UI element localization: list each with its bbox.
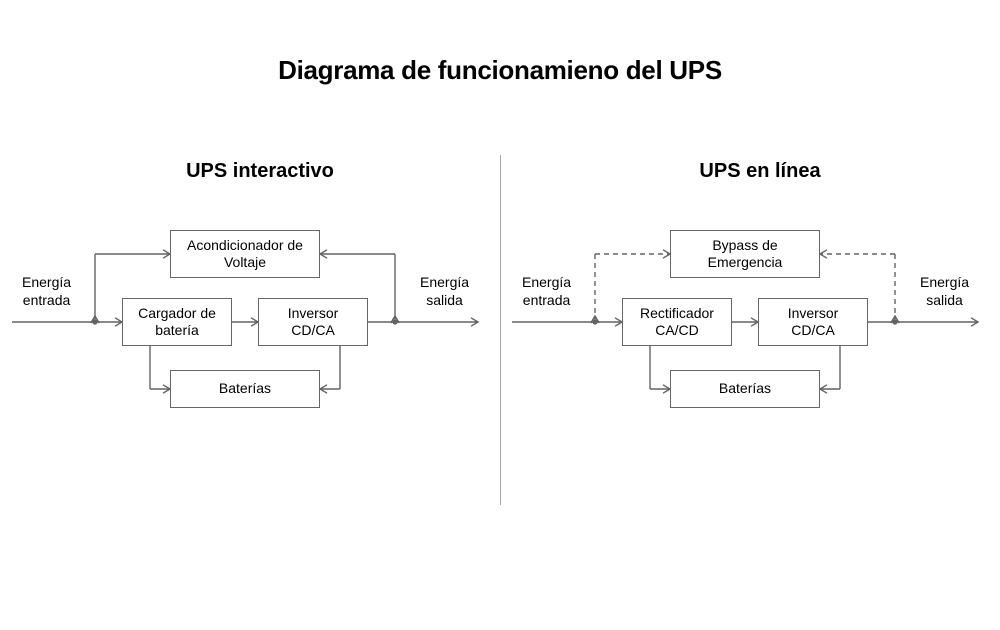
node-bottom: Baterías [170,370,320,408]
energy-in-label: Energía entrada [522,273,571,309]
diagram-left: Energía entrada Energía salida Acondiciona… [10,200,490,500]
subtitle-right: UPS en línea [660,160,860,183]
node-top: Acondicionador de Voltaje [170,230,320,278]
node-mid-left: Cargador de batería [122,298,232,346]
vertical-divider [500,155,501,505]
node-mid-right: Inversor CD/CA [258,298,368,346]
diagram-right: Energía entrada Energía salida Bypass de E… [510,200,990,500]
node-mid-right: Inversor CD/CA [758,298,868,346]
node-bottom: Baterías [670,370,820,408]
node-top: Bypass de Emergencia [670,230,820,278]
energy-out-label: Energía salida [420,273,469,309]
energy-out-label: Energía salida [920,273,969,309]
energy-in-label: Energía entrada [22,273,71,309]
page-title: Diagrama de funcionamieno del UPS [0,55,1000,86]
node-mid-left: Rectificador CA/CD [622,298,732,346]
subtitle-left: UPS interactivo [160,160,360,183]
